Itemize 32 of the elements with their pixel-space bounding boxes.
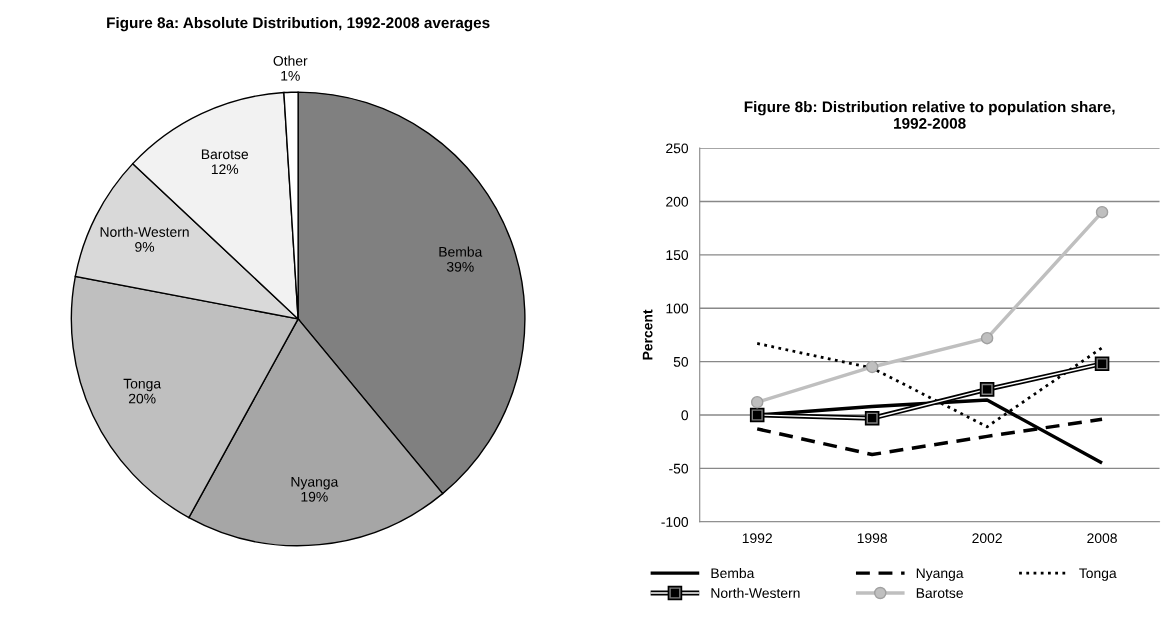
chart-title: Figure 8a: Absolute Distribution, 1992-2008 averages — [107, 16, 490, 32]
data-label: 9% — [135, 242, 155, 252]
slice-label: Other — [273, 55, 308, 66]
legend-label: Bemba — [711, 567, 755, 579]
slice-label: Tonga — [123, 378, 162, 392]
y-tick-label: 150 — [666, 250, 689, 261]
y-tick-label: 0 — [681, 410, 689, 421]
y-tick-label: 200 — [666, 196, 689, 207]
data-label: 20% — [128, 393, 156, 404]
y-tick-label: -50 — [669, 463, 689, 474]
slice-label: North-Western — [100, 226, 189, 237]
legend-label: Nyanga — [916, 568, 964, 581]
legend-label: North-Western — [711, 587, 800, 598]
x-tick-label: 1998 — [857, 533, 887, 544]
data-label: 12% — [211, 164, 239, 175]
y-tick-label: 100 — [666, 303, 689, 314]
y-axis-title: Percent — [642, 309, 653, 360]
legend-label: Barotse — [916, 588, 963, 598]
data-label: 39% — [446, 261, 474, 272]
x-tick-label: 2008 — [1087, 533, 1117, 544]
slice-label: Bemba — [439, 246, 483, 257]
y-tick-label: -100 — [661, 517, 689, 527]
slice-label: Nyanga — [291, 477, 339, 490]
legend-label: Tonga — [1079, 568, 1117, 581]
y-tick-label: 250 — [666, 143, 689, 154]
y-tick-label: 50 — [673, 356, 689, 367]
x-tick-label: 1992 — [742, 533, 772, 544]
data-label: 1% — [281, 70, 300, 81]
slice-label: Barotse — [201, 149, 249, 160]
chart-title: Figure 8b: Distribution relative to population share, 1992-2008 — [744, 101, 1115, 129]
data-label: 19% — [301, 491, 328, 502]
x-tick-label: 2002 — [972, 533, 1002, 544]
